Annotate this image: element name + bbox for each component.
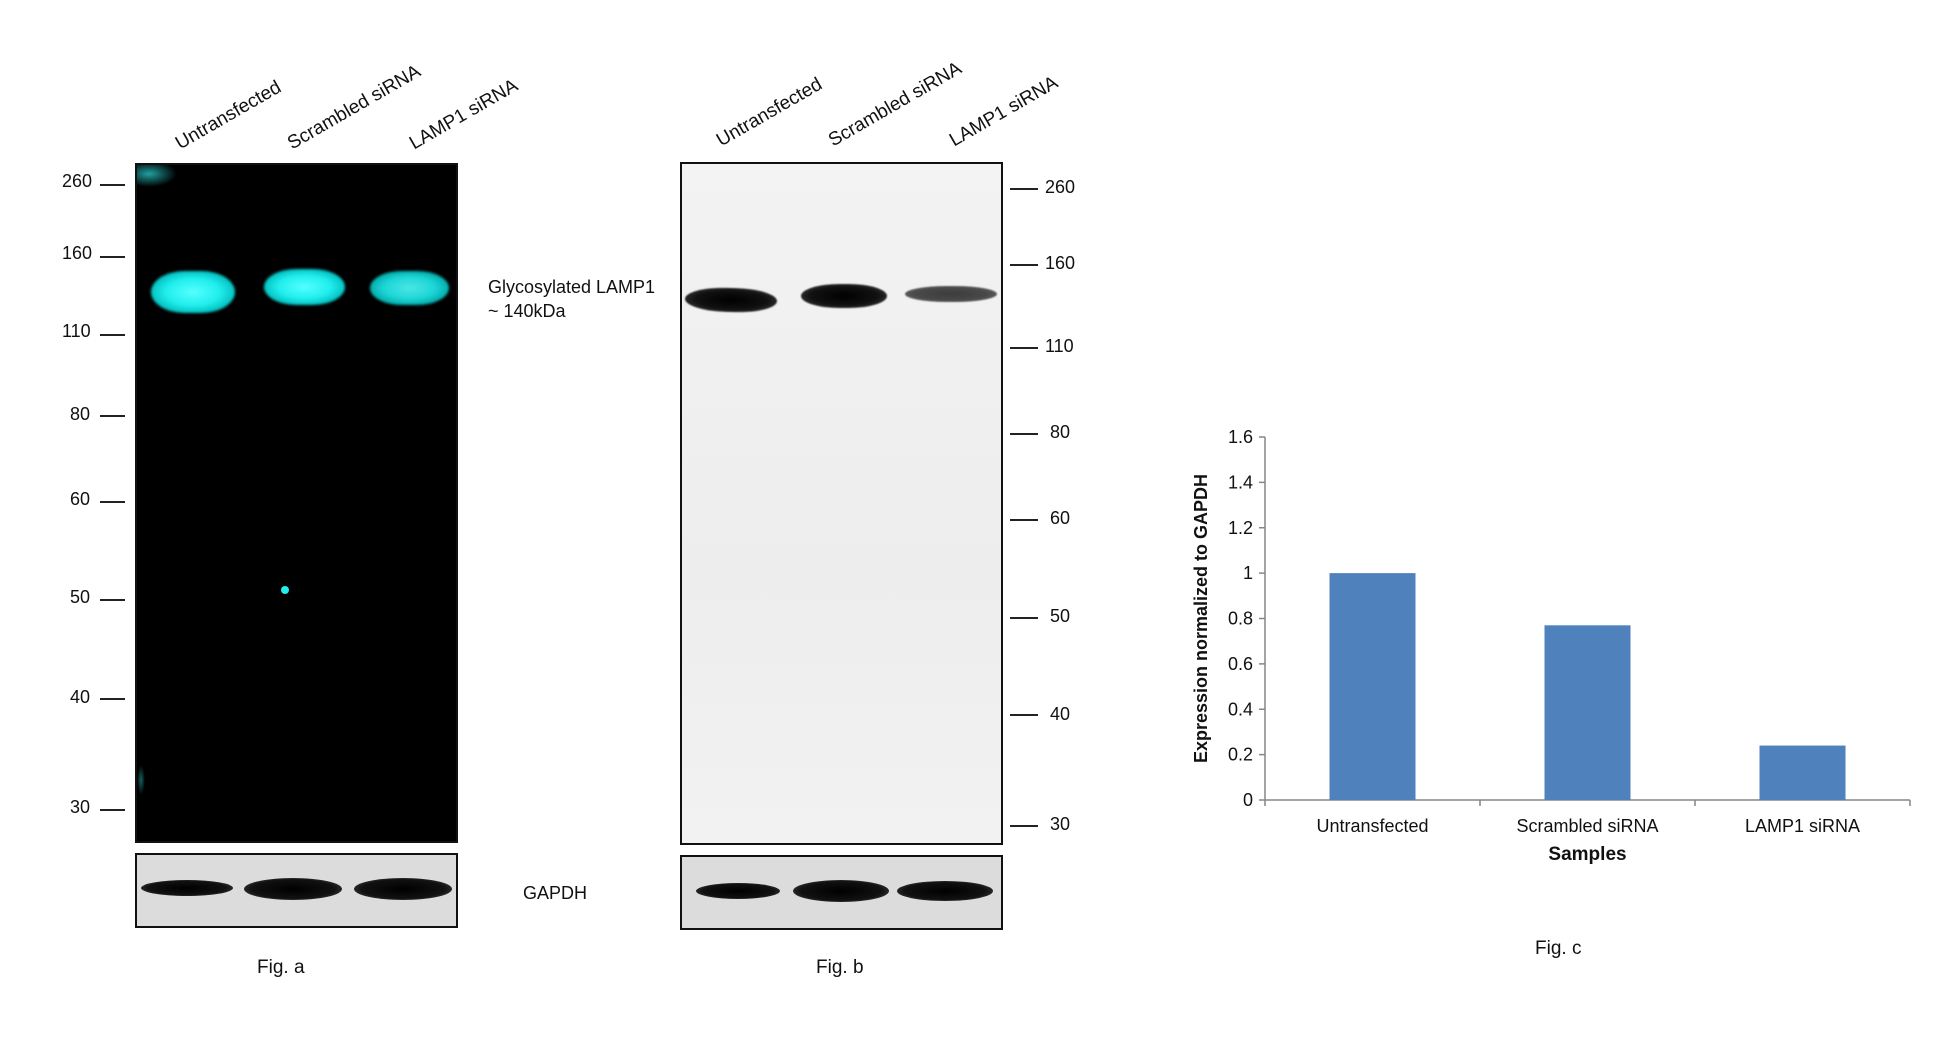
fig-b-gapdh-panel: [680, 855, 1003, 930]
fig-b-mw-tick: [1010, 188, 1038, 190]
fig-c-x-tick-label: LAMP1 siRNA: [1745, 816, 1860, 836]
fig-b-mw-label: 50: [1050, 606, 1071, 626]
fig-a-mw-label: 80: [70, 404, 91, 424]
fig-a-gapdh-panel: [135, 853, 458, 928]
fig-b-band-scrambled: [801, 284, 887, 308]
fig-b-lane-label-untransfected: Untransfected: [713, 73, 826, 152]
fig-b-mw-tick: [1010, 825, 1038, 827]
fig-c-bar: [1544, 625, 1631, 800]
fig-a-band-lamp1: [370, 271, 449, 305]
fig-a-blot-panel: [135, 163, 458, 843]
fig-a-band-untransfected: [151, 271, 235, 313]
fig-c-y-tick-label: 0: [1243, 790, 1253, 810]
fig-b-mw-label: 80: [1050, 422, 1071, 442]
fig-a-gapdh-band-lamp1: [354, 878, 452, 900]
fig-c-y-tick-label: 0.6: [1228, 654, 1253, 674]
fig-b-gapdh-band-lamp1: [897, 881, 993, 901]
fig-a-mw-label: 60: [70, 489, 91, 509]
fig-a-mw-tick: [100, 415, 125, 417]
fig-c-y-tick-label: 0.2: [1228, 745, 1253, 765]
fig-a-artifact-left-edge: [137, 765, 145, 795]
fig-b-mw-label: 60: [1050, 508, 1071, 528]
fig-a-caption: Fig. a: [257, 957, 305, 978]
fig-b-blot-panel: [680, 162, 1003, 845]
fig-c-y-tick-label: 1.4: [1228, 472, 1253, 492]
fig-a-artifact-dot: [281, 586, 289, 594]
fig-b-band-lamp1: [905, 286, 997, 302]
fig-a-band-scrambled: [264, 269, 345, 305]
fig-a-mw-tick: [100, 184, 125, 186]
fig-c-y-tick-label: 1.6: [1228, 427, 1253, 447]
fig-a-mw-tick: [100, 256, 125, 258]
fig-c-bar-chart: 0 0.2 0.4 0.6 0.8 1 1.2 1.4 1.6 Untransfected Scra…: [1191, 427, 1911, 865]
fig-a-mw-label: 50: [70, 587, 91, 607]
fig-b-caption: Fig. b: [816, 957, 864, 978]
fig-c-y-axis-title: Expression normalized to GAPDH: [1191, 474, 1211, 763]
fig-a-mw-tick: [100, 501, 125, 503]
fig-a-mw-tick: [100, 809, 125, 811]
fig-c-bar: [1329, 573, 1416, 800]
fig-a-mw-label: 260: [62, 171, 93, 191]
fig-c-y-tick-label: 1: [1243, 563, 1253, 583]
gapdh-label: GAPDH: [523, 883, 588, 903]
fig-c-y-tick-label: 1.2: [1228, 518, 1253, 538]
fig-b-mw-label: 260: [1045, 177, 1076, 197]
fig-a-band-size: ~ 140kDa: [488, 301, 566, 321]
fig-c-y-tick-label: 0.8: [1228, 609, 1253, 629]
fig-c-caption: Fig. c: [1535, 938, 1582, 959]
fig-b-mw-tick: [1010, 714, 1038, 716]
fig-a-band-annotation: Glycosylated LAMP1 ~ 140kDa: [488, 275, 655, 323]
fig-b-mw-label: 110: [1045, 336, 1074, 356]
fig-b-mw-tick: [1010, 347, 1038, 349]
fig-b-mw-tick: [1010, 433, 1038, 435]
fig-a-mw-label: 40: [70, 687, 91, 707]
fig-a-mw-tick: [100, 698, 125, 700]
fig-a-artifact-top-left: [137, 165, 177, 187]
fig-a-lane-label-lamp1: LAMP1 siRNA: [406, 75, 522, 155]
fig-a-band-name: Glycosylated LAMP1: [488, 277, 656, 297]
fig-b-band-untransfected: [684, 286, 778, 314]
fig-b-mw-tick: [1010, 264, 1038, 266]
fig-c-bar: [1759, 745, 1846, 800]
fig-b-mw-tick: [1010, 519, 1038, 521]
fig-b-mw-label: 160: [1045, 253, 1076, 273]
fig-c-y-tick-label: 0.4: [1228, 699, 1253, 719]
fig-a-gapdh-band-scrambled: [244, 878, 342, 900]
fig-a-mw-label: 30: [70, 797, 91, 817]
fig-c-x-tick-label: Untransfected: [1316, 816, 1428, 836]
fig-a-mw-tick: [100, 334, 125, 336]
fig-a-mw-tick: [100, 599, 125, 601]
fig-a-lane-label-scrambled: Scrambled siRNA: [284, 60, 425, 155]
fig-a-mw-label: 160: [62, 243, 93, 263]
fig-b-lane-label-lamp1: LAMP1 siRNA: [946, 72, 1062, 152]
fig-c-x-axis-title: Samples: [1548, 844, 1626, 865]
fig-b-mw-label: 40: [1050, 704, 1071, 724]
fig-c-x-tick-label: Scrambled siRNA: [1516, 816, 1658, 836]
fig-b-mw-tick: [1010, 617, 1038, 619]
fig-a-lane-label-untransfected: Untransfected: [172, 76, 285, 155]
fig-b-mw-label: 30: [1050, 814, 1071, 834]
fig-b-gapdh-band-untransfected: [696, 883, 780, 899]
fig-b-gapdh-band-scrambled: [793, 880, 889, 902]
fig-a-gapdh-band-untransfected: [141, 880, 233, 896]
fig-b-lane-label-scrambled: Scrambled siRNA: [825, 57, 966, 152]
fig-a-mw-label: 110: [62, 321, 91, 341]
